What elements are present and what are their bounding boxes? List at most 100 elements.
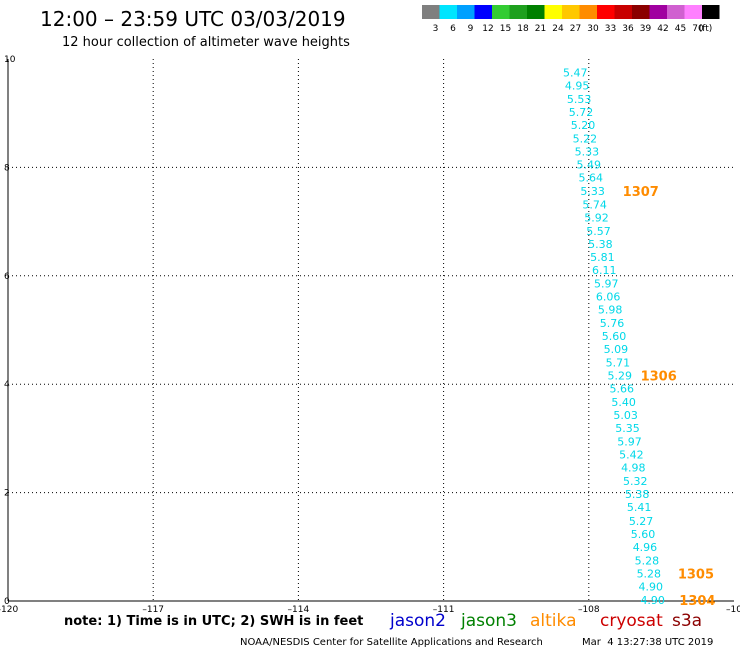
scale-swatch bbox=[632, 5, 650, 19]
satellite-name: cryosat bbox=[600, 611, 663, 631]
x-tick-label: –114 bbox=[288, 605, 310, 615]
x-tick-label: –111 bbox=[433, 605, 455, 615]
wave-height-label: 5.72 bbox=[569, 106, 594, 119]
scale-label: 21 bbox=[535, 24, 546, 34]
wave-height-label: 5.33 bbox=[580, 185, 605, 198]
footer-timestamp: Mar 4 13:27:38 UTC 2019 bbox=[582, 637, 713, 648]
y-tick-label: 6 bbox=[4, 272, 10, 282]
wave-height-label: 5.38 bbox=[588, 238, 613, 251]
wave-height-label: 5.92 bbox=[584, 211, 609, 224]
scale-swatch bbox=[439, 5, 457, 19]
wave-height-label: 4.90 bbox=[640, 594, 665, 607]
scale-label: 18 bbox=[517, 24, 529, 34]
plot-area bbox=[7, 59, 734, 602]
scale-label: 70 bbox=[692, 24, 704, 34]
wave-height-label: 5.41 bbox=[627, 501, 652, 514]
scale-label: (ft) bbox=[699, 24, 713, 34]
scale-swatch bbox=[562, 5, 580, 19]
wave-height-label: 5.09 bbox=[604, 343, 629, 356]
wave-height-label: 5.64 bbox=[578, 172, 603, 185]
wave-height-label: 5.28 bbox=[635, 554, 660, 567]
wave-height-label: 5.38 bbox=[625, 488, 650, 501]
y-tick-label: 0 bbox=[4, 597, 10, 607]
satellite-name: altika bbox=[530, 611, 577, 631]
scale-label: 42 bbox=[657, 24, 668, 34]
scale-swatch bbox=[474, 5, 492, 19]
data-labels: 5.474.955.535.725.205.225.335.495.645.33… bbox=[563, 67, 665, 607]
wave-height-label: 5.27 bbox=[629, 515, 654, 528]
y-tick-label: 8 bbox=[4, 163, 10, 173]
wave-height-label: 5.28 bbox=[637, 567, 662, 580]
scale-label: 6 bbox=[450, 24, 456, 34]
wave-height-label: 5.71 bbox=[606, 357, 631, 370]
scale-swatch bbox=[457, 5, 475, 19]
scale-label: 39 bbox=[640, 24, 652, 34]
wave-height-label: 5.53 bbox=[567, 93, 592, 106]
scale-swatch bbox=[422, 5, 440, 19]
scale-swatch bbox=[544, 5, 562, 19]
satellite-legend: jason2 jason3 altika cryosat s3a bbox=[389, 611, 702, 631]
wave-height-label: 5.49 bbox=[577, 159, 602, 172]
satellite-name: s3a bbox=[672, 611, 702, 631]
wave-height-label: 5.20 bbox=[571, 119, 596, 132]
scale-label: 27 bbox=[570, 24, 581, 34]
wave-height-label: 4.96 bbox=[633, 541, 658, 554]
scale-swatch bbox=[614, 5, 632, 19]
scale-swatch bbox=[684, 5, 702, 19]
satellite-name: jason2 bbox=[389, 611, 446, 631]
wave-height-label: 5.81 bbox=[590, 251, 615, 264]
wave-height-label: 5.29 bbox=[608, 370, 633, 383]
wave-height-label: 5.76 bbox=[600, 317, 625, 330]
wave-height-label: 5.57 bbox=[586, 225, 611, 238]
scale-label: 36 bbox=[622, 24, 634, 34]
x-tick-label: –10 bbox=[726, 605, 740, 615]
wave-height-label: 5.60 bbox=[602, 330, 627, 343]
wave-height-label: 6.06 bbox=[596, 290, 621, 303]
scale-swatch bbox=[509, 5, 527, 19]
x-tick-label: –117 bbox=[142, 605, 164, 615]
time-labels: 1307 1306 1305 1304 bbox=[623, 185, 716, 609]
wave-height-label: 5.42 bbox=[619, 449, 644, 462]
scale-swatch bbox=[597, 5, 615, 19]
scale-swatch bbox=[702, 5, 720, 19]
time-label: 1304 bbox=[679, 594, 715, 609]
wave-height-label: 4.95 bbox=[565, 80, 590, 93]
chart-subtitle: 12 hour collection of altimeter wave hei… bbox=[62, 35, 350, 50]
y-tick-label: 10 bbox=[4, 55, 16, 65]
wave-height-label: 4.98 bbox=[621, 462, 646, 475]
wave-height-label: 5.60 bbox=[631, 528, 656, 541]
scale-label: 9 bbox=[468, 24, 474, 34]
wave-height-label: 5.74 bbox=[582, 198, 607, 211]
wave-height-label: 5.33 bbox=[575, 146, 600, 159]
y-axis-ticks: 0 2 4 6 8 10 bbox=[4, 55, 16, 607]
scale-label: 24 bbox=[552, 24, 564, 34]
wave-height-label: 5.47 bbox=[563, 67, 588, 80]
x-tick-label: -120 bbox=[0, 605, 18, 615]
y-tick-label: 4 bbox=[4, 380, 10, 390]
time-label: 1307 bbox=[623, 185, 659, 200]
wave-height-label: 5.32 bbox=[623, 475, 648, 488]
wave-height-label: 5.98 bbox=[598, 303, 623, 316]
scale-label: 15 bbox=[500, 24, 511, 34]
footer-credit: NOAA/NESDIS Center for Satellite Applica… bbox=[240, 637, 543, 648]
wave-height-label: 5.35 bbox=[615, 422, 640, 435]
time-label: 1305 bbox=[678, 567, 714, 582]
grid bbox=[8, 59, 734, 601]
wave-height-label: 5.40 bbox=[611, 396, 636, 409]
scale-swatch bbox=[492, 5, 510, 19]
wave-height-label: 5.97 bbox=[594, 277, 619, 290]
scale-swatch bbox=[527, 5, 545, 19]
footer-note: note: 1) Time is in UTC; 2) SWH is in fe… bbox=[64, 614, 363, 629]
scale-swatch bbox=[667, 5, 685, 19]
time-label: 1306 bbox=[641, 370, 677, 385]
wave-height-label: 6.11 bbox=[592, 264, 617, 277]
wave-height-label: 5.97 bbox=[617, 436, 642, 449]
scale-label: 12 bbox=[482, 24, 493, 34]
satellite-name: jason3 bbox=[460, 611, 517, 631]
x-axis-ticks: -120 –117 –114 –111 –108 –10 bbox=[0, 605, 740, 615]
scale-swatch bbox=[579, 5, 597, 19]
wave-height-label: 5.66 bbox=[609, 383, 634, 396]
wave-height-label: 4.90 bbox=[639, 580, 664, 593]
wave-height-label: 5.22 bbox=[573, 133, 598, 146]
